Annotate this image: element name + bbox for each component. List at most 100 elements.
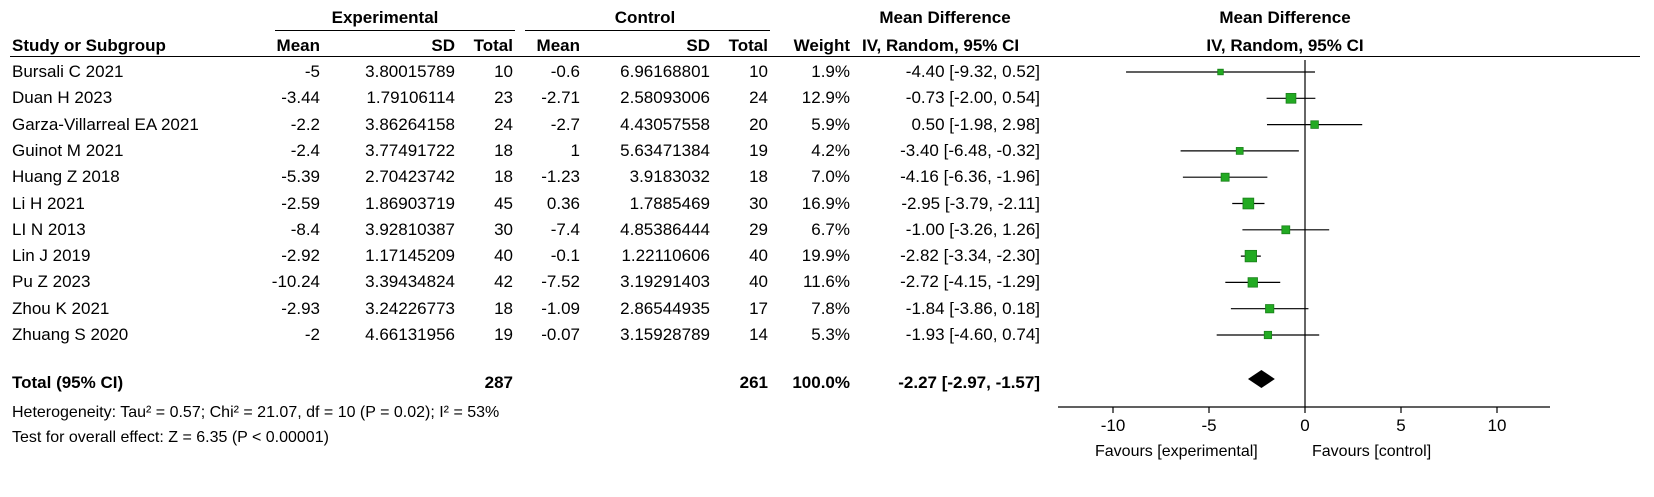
- x-tick-label: 5: [1396, 416, 1405, 435]
- weight: 12.9%: [801, 88, 850, 108]
- c-total: 40: [749, 272, 768, 292]
- x-tick-label: -5: [1201, 416, 1216, 435]
- study-marker: [1242, 197, 1255, 210]
- c-sd: 2.86544935: [620, 298, 710, 318]
- total-weight: 100.0%: [792, 373, 850, 392]
- study-marker: [1263, 330, 1273, 340]
- c-mean: -0.07: [541, 325, 580, 344]
- weight: 7.0%: [811, 167, 850, 187]
- e-sd: 1.79106114: [366, 88, 455, 108]
- total-c-total: 261: [739, 373, 768, 392]
- e-total: 42: [494, 272, 513, 292]
- e-sd: 3.80015789: [365, 62, 455, 81]
- total-ci: -2.27 [-2.97, -1.57]: [898, 373, 1040, 392]
- study-name: Li H 2021: [12, 193, 85, 213]
- study-marker: [1220, 172, 1230, 182]
- e-sd: 3.86264158: [365, 114, 455, 134]
- e-total: 40: [494, 246, 513, 266]
- e-total: 30: [494, 219, 513, 239]
- study-name: Duan H 2023: [12, 88, 113, 108]
- weight: 11.6%: [803, 272, 850, 292]
- e-mean: -2.4: [290, 140, 320, 160]
- e-mean: -2.93: [281, 298, 320, 318]
- e-sd: 3.77491722: [365, 140, 455, 160]
- e-sd: 3.92810387: [365, 219, 455, 239]
- c-mean: -1.09: [541, 298, 580, 318]
- col-e-sd: SD: [431, 36, 455, 55]
- study-marker: [1244, 249, 1257, 263]
- e-total: 45: [494, 193, 513, 213]
- c-sd: 4.85386444: [620, 219, 710, 239]
- weight: 4.2%: [811, 140, 850, 160]
- c-sd: 4.43057558: [620, 114, 710, 134]
- favours-control: Favours [control]: [1312, 443, 1432, 460]
- study-name: Lin J 2019: [12, 246, 91, 266]
- c-sd: 3.9183032: [629, 167, 710, 187]
- c-sd: 3.19291403: [620, 272, 710, 292]
- header-rule: [10, 56, 1640, 57]
- study-marker: [1285, 92, 1297, 104]
- e-mean: -10.24: [271, 272, 320, 292]
- e-mean: -2: [304, 325, 320, 344]
- e-sd: 3.24226773: [365, 298, 455, 318]
- header-experimental: Experimental: [331, 8, 439, 27]
- ci-text: -2.82 [-3.34, -2.30]: [900, 246, 1040, 266]
- weight: 6.7%: [811, 219, 850, 239]
- e-total: 10: [494, 62, 513, 81]
- total-label: Total (95% CI): [12, 373, 124, 392]
- e-sd: 2.70423742: [365, 167, 455, 187]
- ci-text: -3.40 [-6.48, -0.32]: [900, 140, 1040, 160]
- heterogeneity-text: Heterogeneity: Tau² = 0.57; Chi² = 21.07…: [12, 404, 500, 421]
- c-mean: -2.7: [550, 114, 580, 134]
- e-sd: 1.86903719: [365, 193, 455, 213]
- header-control-underline: [525, 30, 770, 31]
- c-mean: -1.23: [541, 167, 580, 187]
- ci-text: 0.50 [-1.98, 2.98]: [911, 114, 1040, 134]
- c-mean: -0.6: [550, 62, 580, 81]
- c-mean: -0.1: [550, 246, 580, 266]
- c-total: 40: [749, 246, 768, 266]
- header-mean-difference: Mean Difference: [879, 8, 1011, 27]
- e-mean: -5.39: [281, 167, 320, 187]
- ci-text: -4.40 [-9.32, 0.52]: [905, 62, 1040, 81]
- study-marker: [1310, 120, 1319, 129]
- col-c-total: Total: [728, 36, 768, 55]
- weight: 5.3%: [811, 325, 850, 344]
- c-total: 30: [749, 193, 768, 213]
- e-mean: -2.2: [290, 114, 320, 134]
- col-c-sd: SD: [686, 36, 710, 55]
- x-tick-label: -10: [1101, 416, 1126, 435]
- ci-text: -4.16 [-6.36, -1.96]: [900, 167, 1040, 187]
- e-sd: 1.17145209: [365, 246, 455, 266]
- study-name: LI N 2013: [12, 219, 86, 239]
- total-e-total: 287: [484, 373, 513, 392]
- weight: 19.9%: [801, 246, 850, 266]
- plot-title: Mean Difference: [1219, 8, 1351, 27]
- study-marker: [1281, 225, 1291, 235]
- c-mean: 0.36: [546, 193, 580, 213]
- c-total: 24: [749, 88, 768, 108]
- pooled-diamond: [1247, 370, 1275, 388]
- c-sd: 2.58093006: [620, 88, 710, 108]
- e-total: 24: [494, 114, 513, 134]
- study-name: Zhou K 2021: [12, 298, 110, 318]
- e-mean: -5: [304, 62, 320, 81]
- c-mean: 1: [570, 140, 580, 160]
- e-total: 23: [494, 88, 513, 108]
- col-study: Study or Subgroup: [12, 36, 166, 55]
- c-total: 10: [749, 62, 768, 81]
- c-sd: 6.96168801: [620, 62, 710, 81]
- study-marker: [1235, 147, 1244, 155]
- e-sd: 4.66131956: [365, 325, 455, 344]
- study-marker: [1247, 277, 1258, 288]
- col-method: IV, Random, 95% CI: [862, 36, 1020, 55]
- header-experimental-underline: [275, 30, 515, 31]
- col-e-total: Total: [473, 36, 513, 55]
- c-mean: -7.52: [541, 272, 580, 292]
- weight: 16.9%: [801, 193, 850, 213]
- ci-text: -1.93 [-4.60, 0.74]: [905, 325, 1040, 344]
- study-name: Guinot M 2021: [12, 140, 124, 160]
- c-total: 29: [749, 219, 768, 239]
- col-c-mean: Mean: [536, 36, 580, 55]
- c-total: 19: [749, 140, 768, 160]
